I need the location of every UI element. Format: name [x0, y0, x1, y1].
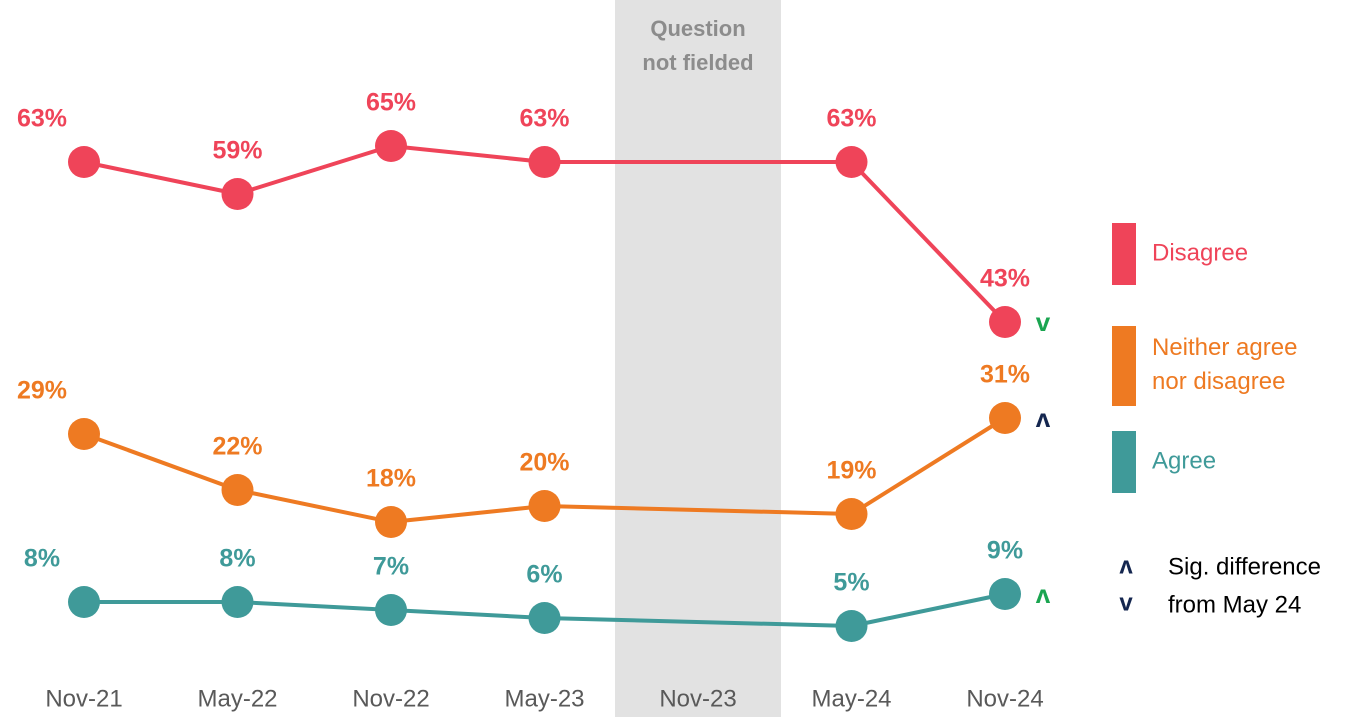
value-label: 20%: [519, 449, 569, 477]
value-label: 29%: [17, 377, 67, 405]
value-label: 63%: [17, 105, 67, 133]
value-label: 8%: [24, 545, 60, 573]
significance-marker: ʌ: [1036, 579, 1051, 609]
data-point: [989, 578, 1021, 610]
data-point: [375, 506, 407, 538]
sig-legend-text: Sig. difference: [1168, 553, 1321, 580]
value-label: 59%: [212, 137, 262, 165]
data-point: [835, 498, 868, 530]
legend-line: Neither agree: [1152, 334, 1297, 361]
value-label: 19%: [826, 457, 876, 485]
sig-legend-down: v: [1119, 589, 1133, 616]
value-label: 5%: [833, 569, 869, 597]
data-point: [221, 474, 254, 506]
sig-legend-text: from May 24: [1168, 591, 1301, 618]
x-tick-label: May-22: [197, 685, 277, 712]
series-line: [544, 504, 852, 516]
x-tick-label: May-24: [811, 685, 891, 712]
x-tick-label: Nov-24: [966, 685, 1043, 712]
series-line: [850, 416, 1007, 516]
annotation: not fielded: [642, 50, 753, 75]
value-label: 65%: [366, 89, 416, 117]
value-label: 7%: [373, 553, 409, 581]
series-line: [83, 160, 238, 196]
data-point: [989, 402, 1021, 434]
series-line: [390, 504, 545, 524]
data-point: [989, 306, 1021, 338]
data-point: [835, 610, 868, 642]
annotation: Question: [650, 16, 745, 41]
legend-label: Neither agree nor disagree: [1152, 334, 1297, 395]
series-line: [850, 160, 1007, 324]
value-label: 9%: [987, 537, 1023, 565]
series-line: [237, 600, 392, 612]
data-point: [68, 586, 100, 618]
legend-swatch: [1112, 326, 1136, 406]
series-line: [544, 616, 852, 628]
value-label: 31%: [980, 361, 1030, 389]
value-label: 63%: [519, 105, 569, 133]
series-line: [390, 144, 545, 164]
data-point: [221, 178, 254, 210]
legend-line: nor disagree: [1152, 368, 1285, 395]
legend-swatch: [1112, 431, 1136, 493]
x-tick-label: Nov-23: [659, 685, 736, 712]
x-tick-label: Nov-22: [352, 685, 429, 712]
value-label: 22%: [212, 433, 262, 461]
sig-legend-up: ʌ: [1119, 552, 1133, 579]
significance-marker: ʌ: [1036, 403, 1051, 433]
data-point: [835, 146, 868, 178]
series-line: [390, 608, 545, 620]
legend-swatch: [1112, 223, 1136, 285]
series-line: [83, 432, 239, 492]
data-point: [528, 490, 561, 522]
data-point: [68, 418, 100, 450]
significance-marker: v: [1036, 307, 1051, 337]
value-label: 8%: [219, 545, 255, 573]
series-line: [851, 592, 1006, 628]
value-label: 18%: [366, 465, 416, 493]
data-point: [375, 130, 407, 162]
not-fielded-band: [615, 0, 781, 717]
value-label: 63%: [826, 105, 876, 133]
data-point: [528, 602, 561, 634]
series-line: [236, 144, 392, 196]
legend-label: Disagree: [1152, 239, 1248, 266]
data-point: [375, 594, 407, 626]
data-point: [528, 146, 561, 178]
value-label: 43%: [980, 265, 1030, 293]
legend-label: Agree: [1152, 447, 1216, 474]
data-point: [221, 586, 254, 618]
data-point: [68, 146, 100, 178]
x-tick-label: Nov-21: [45, 685, 122, 712]
value-label: 6%: [526, 561, 562, 589]
series-line: [237, 488, 392, 524]
x-tick-label: May-23: [504, 685, 584, 712]
